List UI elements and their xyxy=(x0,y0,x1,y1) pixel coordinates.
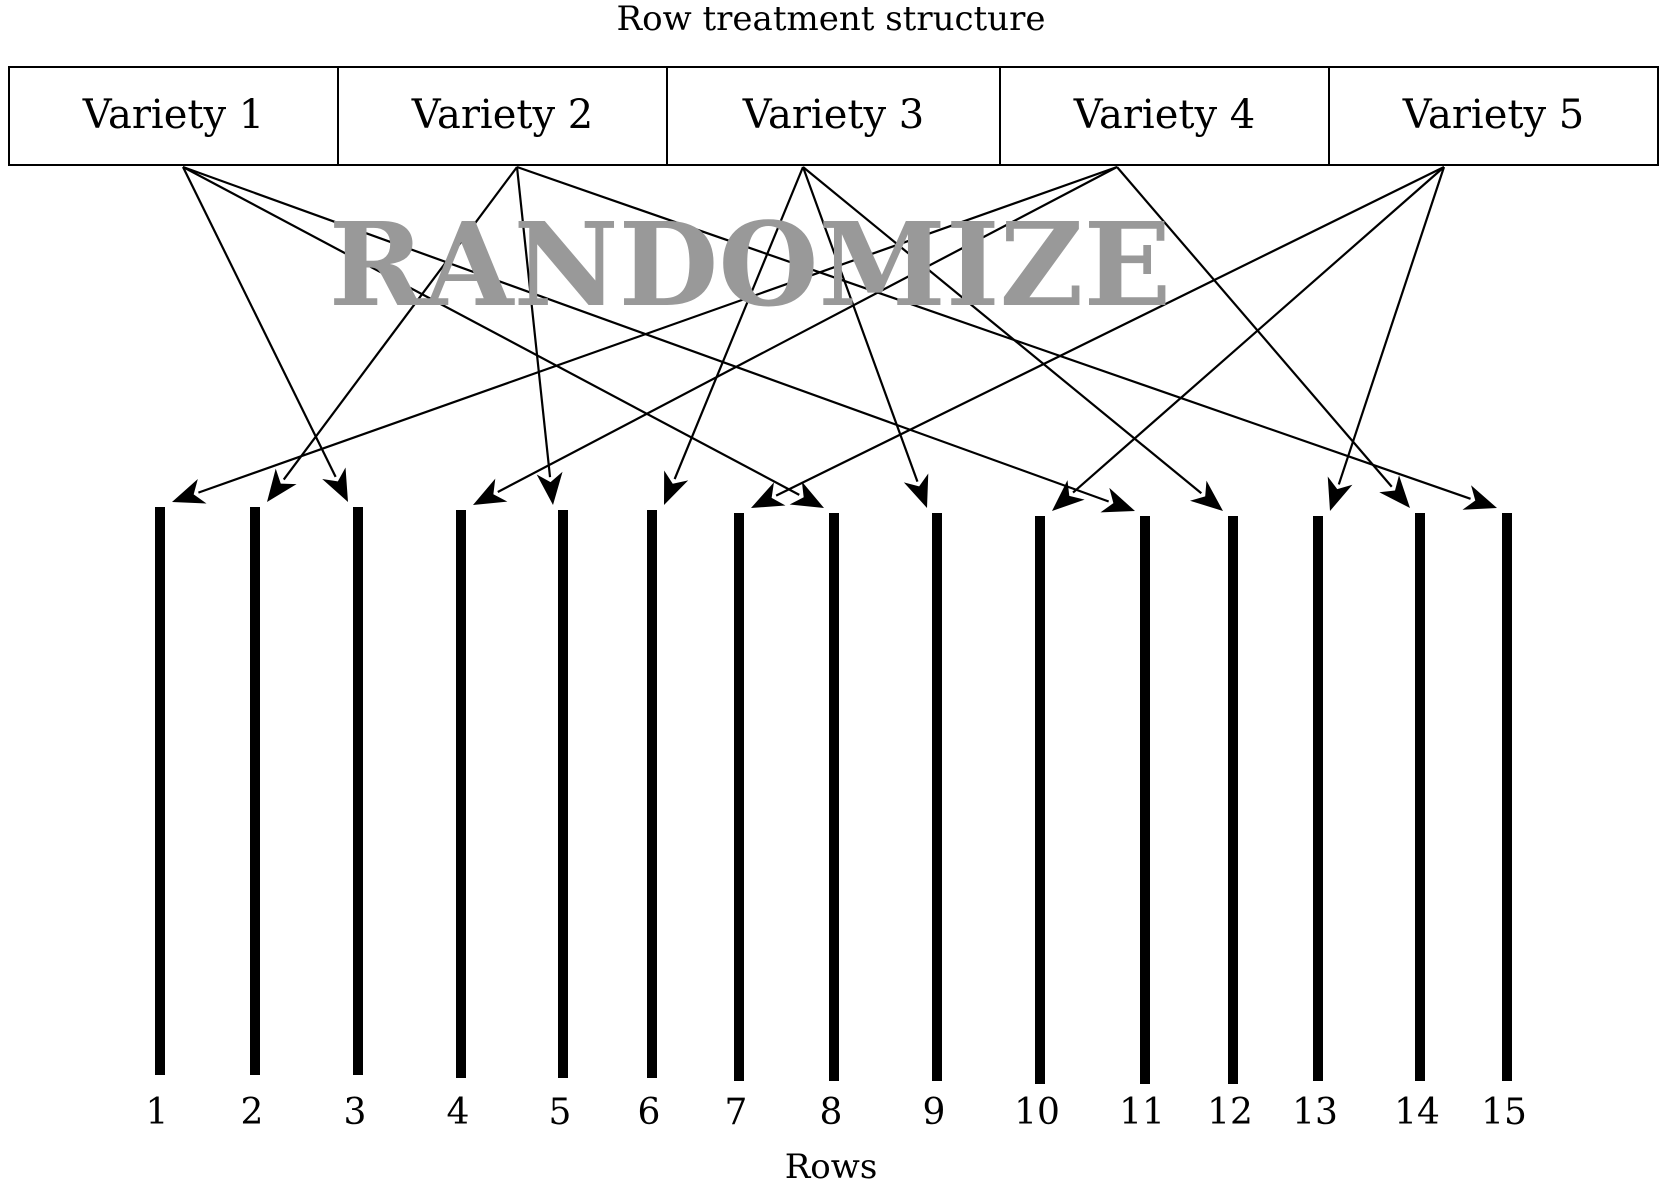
arrow-variety-4-to-row-4 xyxy=(473,166,1118,505)
row-label-3: 3 xyxy=(344,1092,367,1133)
randomize-overlay: RANDOMIZE xyxy=(329,198,1172,333)
arrow-variety-1-to-row-8 xyxy=(182,166,824,508)
row-label-14: 14 xyxy=(1394,1092,1440,1133)
row-label-9: 9 xyxy=(923,1092,946,1133)
variety-label-1: Variety 1 xyxy=(82,92,264,138)
assignment-arrows xyxy=(172,165,1497,513)
variety-label-2: Variety 2 xyxy=(411,92,593,138)
row-labels: 1 2 3 4 5 6 7 8 9 10 11 12 13 14 15 xyxy=(146,1092,1527,1133)
variety-label-5: Variety 5 xyxy=(1402,92,1584,138)
arrow-variety-2-to-row-2 xyxy=(267,166,518,502)
arrow-variety-5-to-row-13 xyxy=(1327,166,1446,511)
row-label-15: 15 xyxy=(1481,1092,1527,1133)
variety-box-frame xyxy=(8,66,1659,166)
arrow-variety-4-to-row-1 xyxy=(172,165,1118,504)
arrow-variety-2-to-row-15 xyxy=(516,165,1497,510)
arrow-variety-2-to-row-5 xyxy=(515,166,563,505)
row-label-5: 5 xyxy=(549,1092,572,1133)
row-label-4: 4 xyxy=(447,1092,470,1133)
variety-box-row: Variety 1 Variety 2 Variety 3 Variety 4 Vari… xyxy=(8,66,1659,166)
row-label-13: 13 xyxy=(1292,1092,1338,1133)
row-label-2: 2 xyxy=(241,1092,264,1133)
row-label-6: 6 xyxy=(638,1092,661,1133)
row-label-8: 8 xyxy=(820,1092,843,1133)
field-rows xyxy=(155,507,1512,1084)
arrow-variety-3-to-row-6 xyxy=(664,166,805,505)
arrow-variety-4-to-row-14 xyxy=(1116,166,1410,508)
arrow-variety-3-to-row-9 xyxy=(801,166,929,508)
arrow-variety-5-to-row-10 xyxy=(1052,166,1445,511)
variety-label-3: Variety 3 xyxy=(742,92,924,138)
row-label-12: 12 xyxy=(1207,1092,1253,1133)
variety-label-4: Variety 4 xyxy=(1073,92,1255,138)
row-label-1: 1 xyxy=(146,1092,169,1133)
row-label-11: 11 xyxy=(1119,1092,1165,1133)
arrow-variety-5-to-row-7 xyxy=(751,166,1445,508)
row-label-10: 10 xyxy=(1014,1092,1060,1133)
row-label-7: 7 xyxy=(725,1092,748,1133)
rows-axis-label: Rows xyxy=(785,1147,878,1184)
arrow-variety-1-to-row-3 xyxy=(182,166,348,502)
diagram-title: Row treatment structure xyxy=(617,0,1046,39)
